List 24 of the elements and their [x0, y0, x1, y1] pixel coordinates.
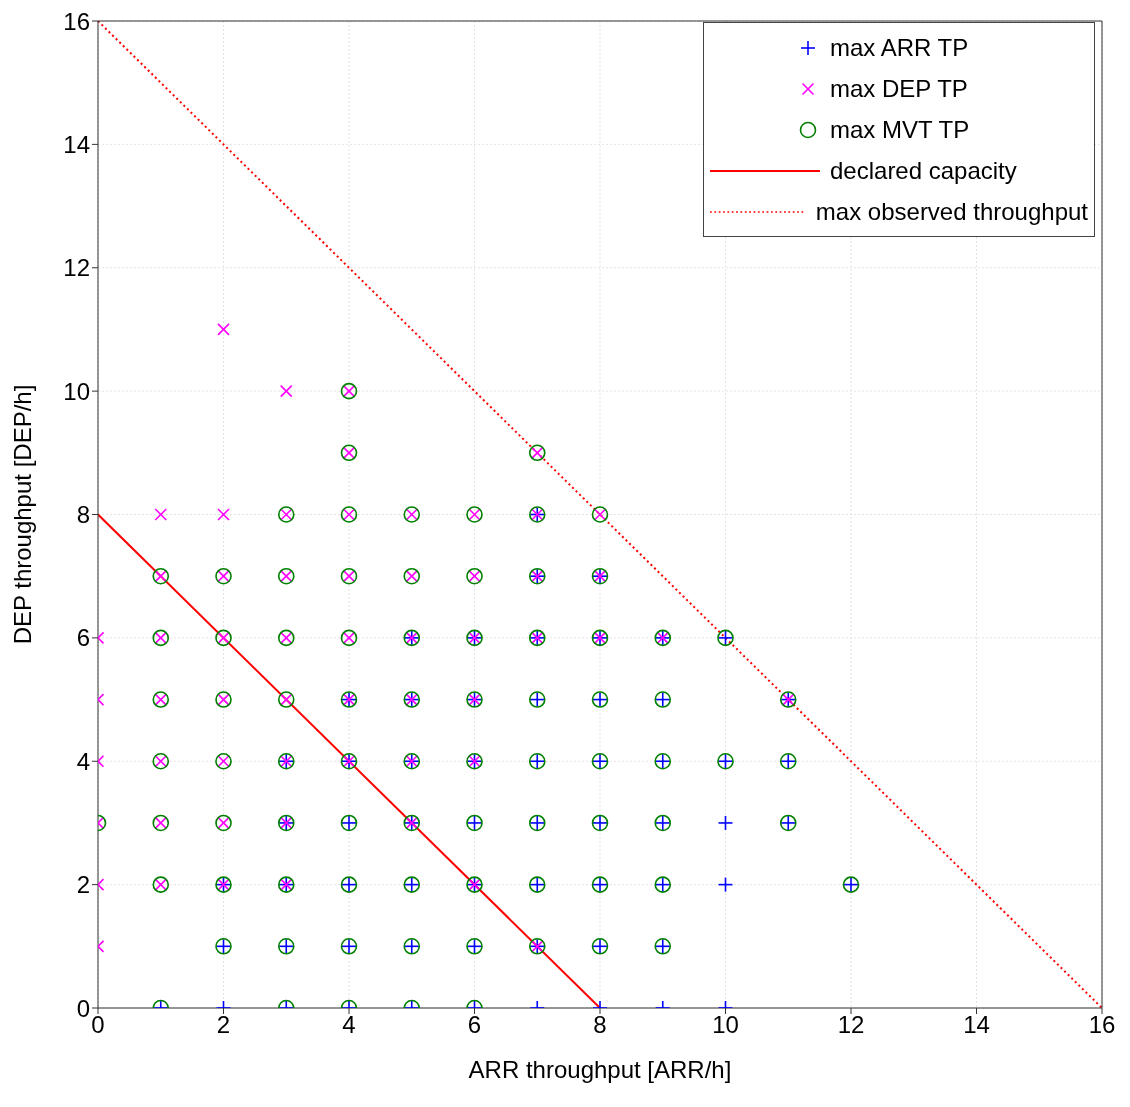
legend-label: max observed throughput	[815, 197, 1088, 226]
x-tick-label: 8	[593, 1011, 607, 1039]
y-tick-label: 2	[76, 871, 90, 899]
y-tick-label: 16	[63, 7, 90, 35]
y-tick-label: 4	[76, 747, 90, 775]
x-tick-label: 14	[963, 1011, 990, 1039]
x-tick-label: 12	[837, 1011, 865, 1039]
legend-label: max ARR TP	[830, 33, 969, 62]
x-tick-label: 2	[216, 1011, 231, 1039]
y-tick-label: 6	[76, 624, 90, 652]
y-tick-label: 14	[63, 130, 90, 158]
y-tick-label: 10	[63, 377, 90, 405]
x-tick-label: 4	[342, 1011, 356, 1039]
x-tick-label: 10	[712, 1011, 739, 1039]
legend-label: max DEP TP	[830, 74, 968, 103]
x-tick-label: 6	[467, 1011, 482, 1039]
x-axis-title: ARR throughput [ARR/h]	[468, 1056, 732, 1083]
x-tick-label: 16	[1088, 1011, 1116, 1039]
y-tick-label: 12	[63, 254, 90, 282]
y-axis-title: DEP throughput [DEP/h]	[8, 384, 36, 645]
y-tick-label: 8	[76, 501, 90, 529]
legend-label: max MVT TP	[830, 115, 970, 144]
y-tick-label: 0	[76, 994, 90, 1022]
legend-label: declared capacity	[830, 156, 1017, 185]
